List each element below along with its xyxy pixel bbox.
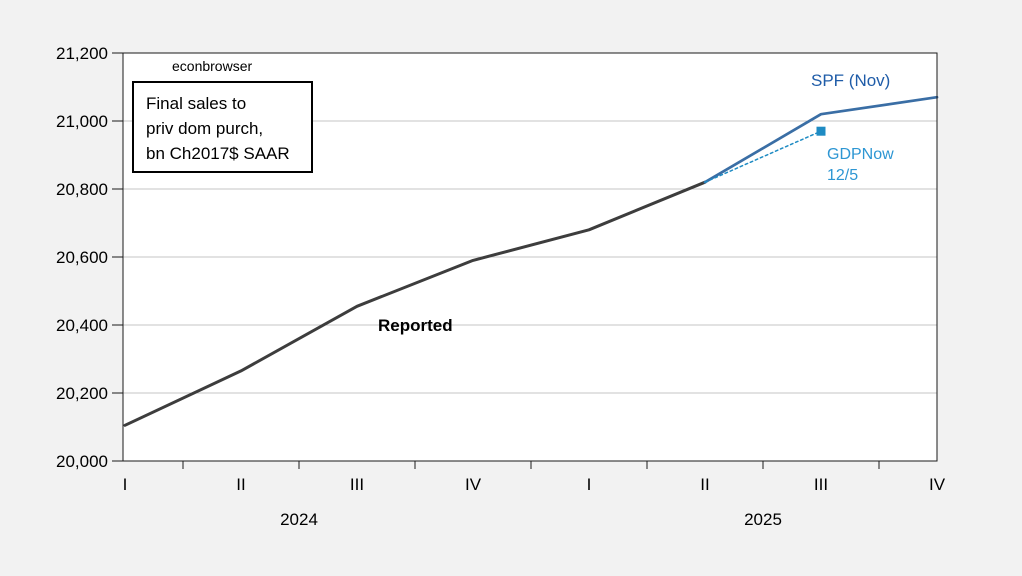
x-year-label: 2025 [744,510,782,529]
gdpnow-label-line-2: 12/5 [827,167,859,184]
plot-border [122,52,938,462]
gdpnow-square-marker [816,126,826,136]
x-quarter-label: II [236,475,245,494]
x-quarter-label: II [700,475,709,494]
gdpnow-series-label: GDPNow 12/5 [827,144,894,186]
x-quarter-label: I [587,475,592,494]
chart-note-box: Final sales to priv dom purch, bn Ch2017… [132,81,313,173]
spf-series-label: SPF (Nov) [811,71,891,90]
x-quarter-label: IV [929,475,946,494]
reported-series-label: Reported [378,316,453,335]
x-quarter-label: III [814,475,828,494]
y-tick-label: 20,200 [56,384,108,403]
econbrowser-watermark: econbrowser [172,58,253,74]
gdpnow-dashed-line [704,130,822,183]
note-line-3: bn Ch2017$ SAAR [146,144,290,163]
y-tick-label: 20,000 [56,452,108,471]
reported-line [123,180,707,427]
x-quarter-label: IV [465,475,482,494]
y-tick-label: 21,200 [56,44,108,63]
x-quarter-label: I [123,475,128,494]
y-tick-label: 20,600 [56,248,108,267]
note-line-2: priv dom purch, [146,119,264,138]
y-tick-label: 20,800 [56,180,108,199]
y-tick-label: 21,000 [56,112,108,131]
gdpnow-label-line-1: GDPNow [827,146,894,163]
x-year-label: 2024 [280,510,318,529]
note-line-1: Final sales to [146,94,247,113]
spf-line [703,95,939,184]
x-quarter-label: III [350,475,364,494]
y-tick-label: 20,400 [56,316,108,335]
